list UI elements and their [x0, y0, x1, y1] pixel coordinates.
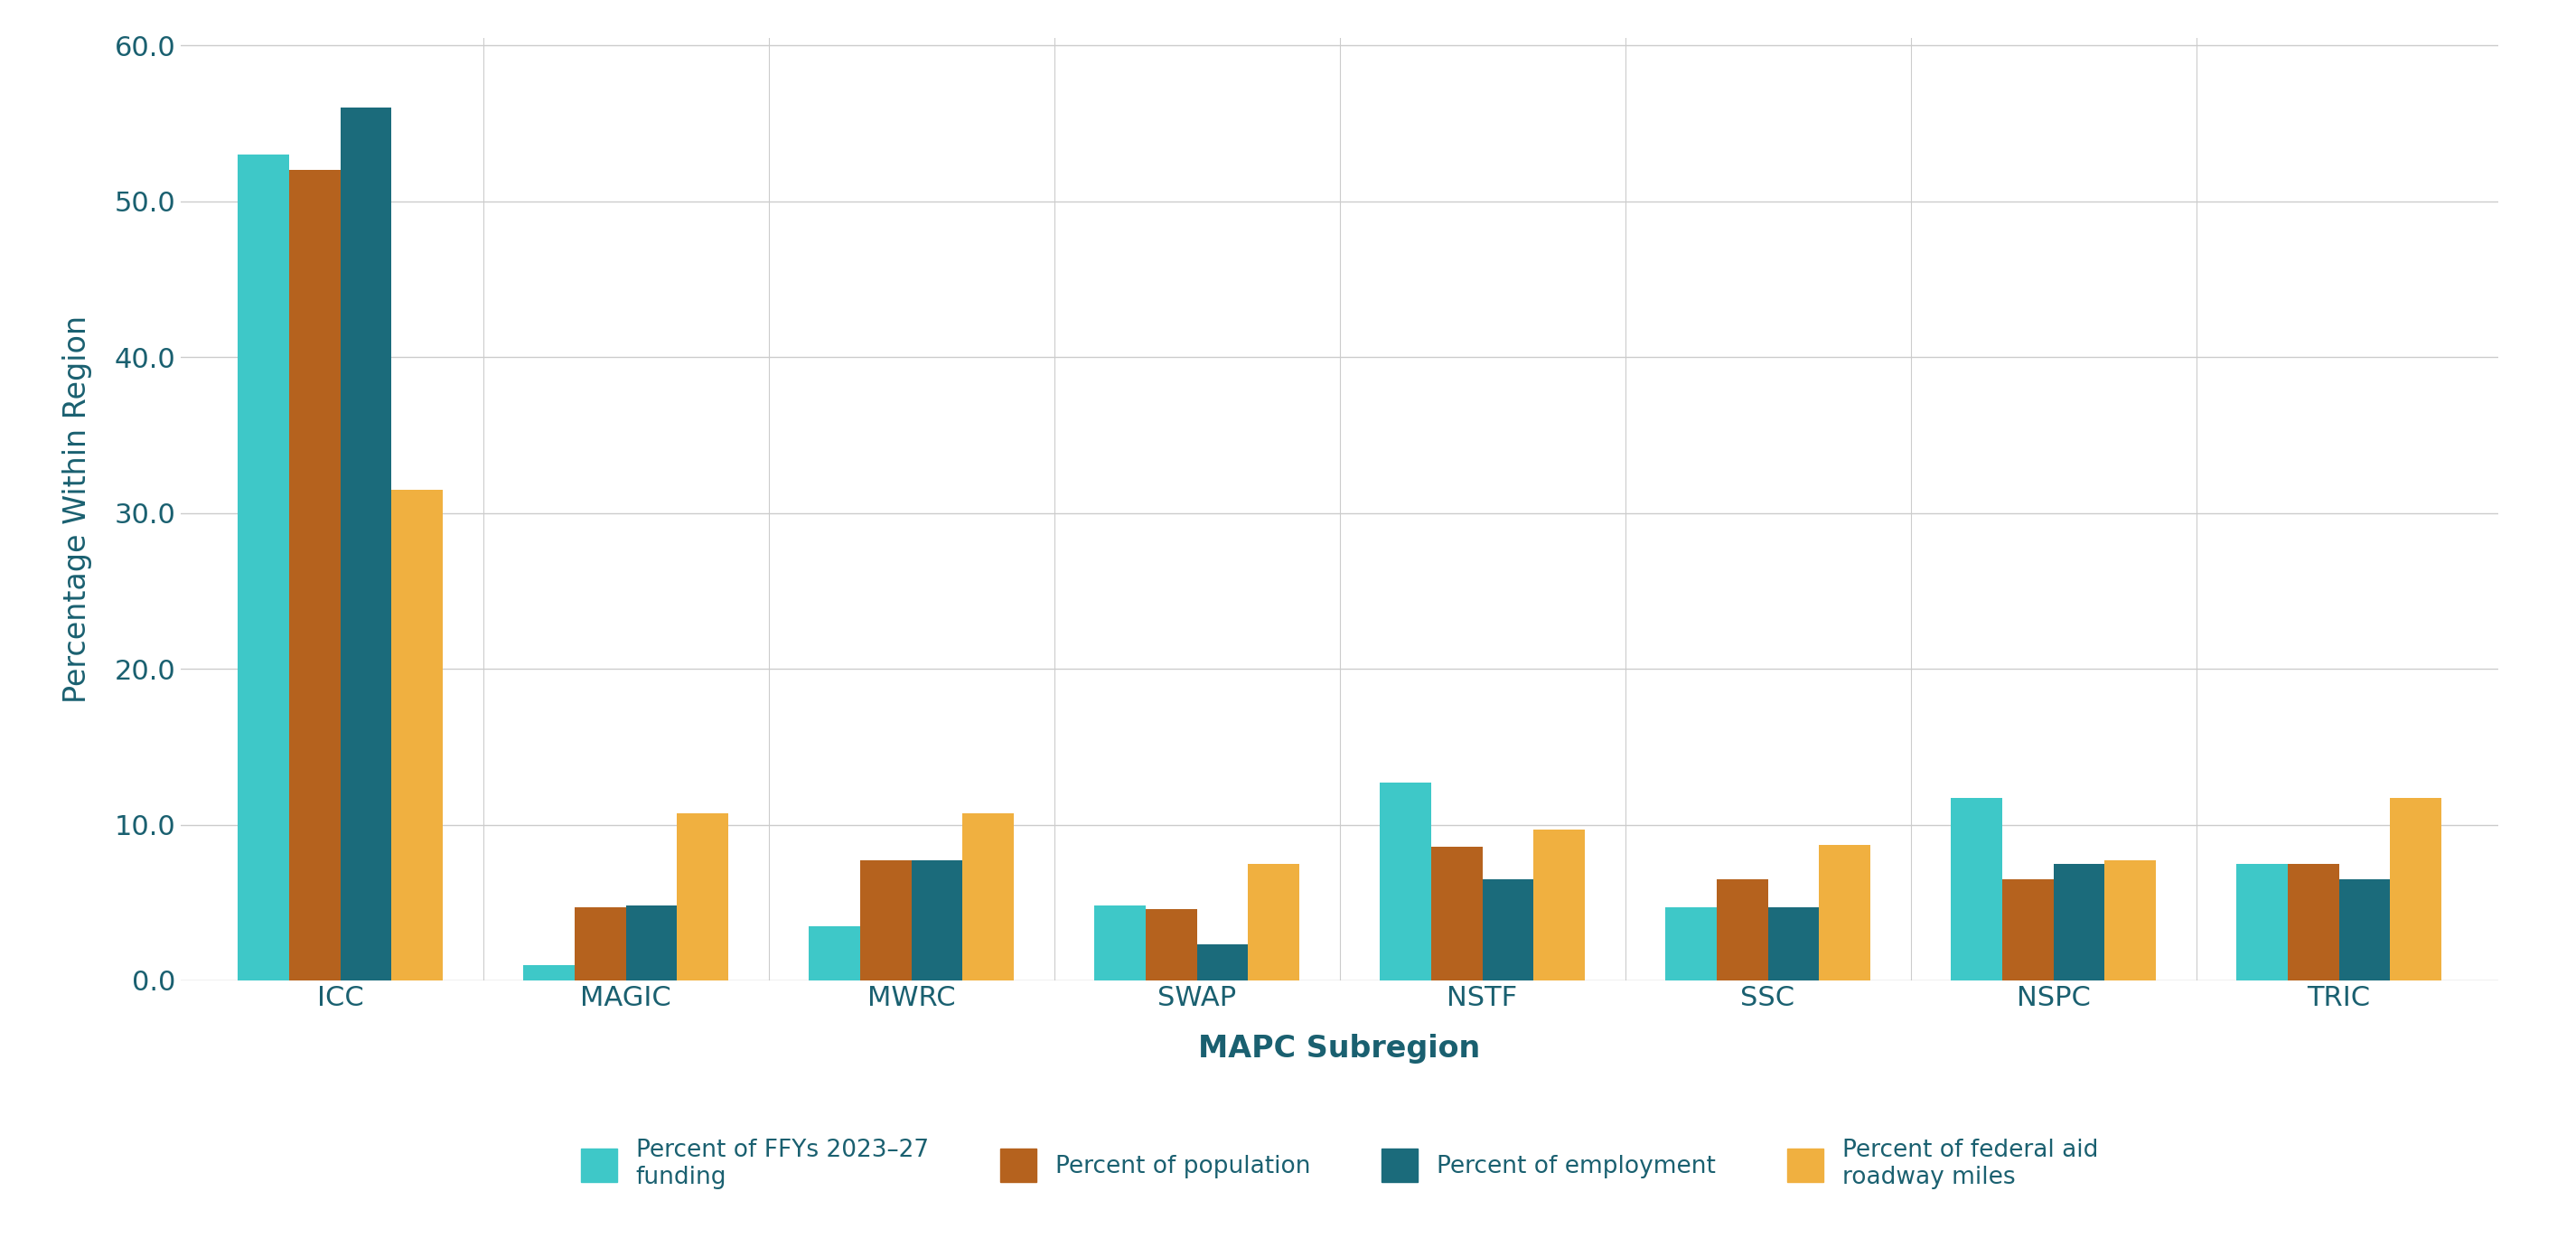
Bar — [1716, 879, 1767, 980]
X-axis label: MAPC Subregion: MAPC Subregion — [1198, 1033, 1481, 1063]
Bar — [1950, 798, 2002, 980]
Bar — [963, 813, 1015, 980]
Bar — [1381, 783, 1430, 980]
Bar — [860, 861, 912, 980]
Bar — [574, 908, 626, 980]
Bar — [912, 861, 963, 980]
Bar — [1095, 905, 1146, 980]
Bar — [523, 965, 574, 980]
Bar — [1430, 846, 1481, 980]
Bar — [809, 926, 860, 980]
Bar — [2002, 879, 2053, 980]
Bar — [1767, 908, 1819, 980]
Bar — [340, 108, 392, 980]
Bar — [2287, 864, 2339, 980]
Bar — [1146, 909, 1198, 980]
Bar — [626, 905, 677, 980]
Bar — [1664, 908, 1716, 980]
Bar — [392, 490, 443, 980]
Bar — [1533, 830, 1584, 980]
Bar — [237, 155, 289, 980]
Bar — [289, 170, 340, 980]
Bar — [2105, 861, 2156, 980]
Bar — [1198, 944, 1249, 980]
Bar — [1819, 845, 1870, 980]
Legend: Percent of FFYs 2023–27
funding, Percent of population, Percent of employment, P: Percent of FFYs 2023–27 funding, Percent… — [556, 1115, 2123, 1213]
Y-axis label: Percentage Within Region: Percentage Within Region — [62, 316, 93, 703]
Bar — [2339, 879, 2391, 980]
Bar — [1481, 879, 1533, 980]
Bar — [2391, 798, 2442, 980]
Bar — [677, 813, 729, 980]
Bar — [2236, 864, 2287, 980]
Bar — [2053, 864, 2105, 980]
Bar — [1249, 864, 1298, 980]
